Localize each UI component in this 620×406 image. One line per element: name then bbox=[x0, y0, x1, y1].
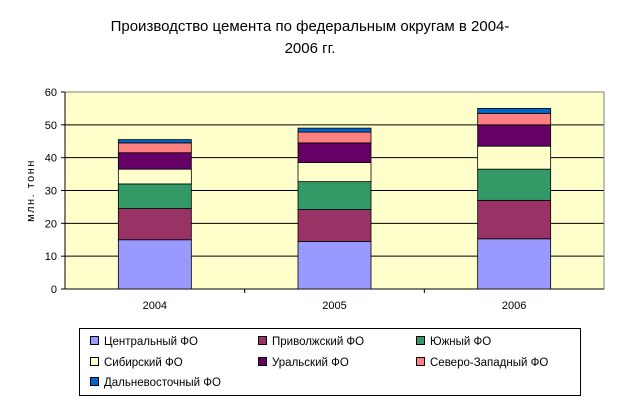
legend-label: Южный ФО bbox=[430, 336, 492, 348]
x-tick-label: 2006 bbox=[502, 300, 526, 312]
legend-label: Северо-Западный ФО bbox=[430, 357, 549, 369]
y-tick-label: 0 bbox=[51, 284, 57, 296]
y-axis-label: млн. тонн bbox=[25, 159, 37, 222]
bar-segment bbox=[297, 142, 372, 163]
legend-item: Северо-Западный ФО bbox=[416, 356, 548, 370]
plot-area: 0 10 20 30 40 50 60 млн. тонн 2004 2005 2006 bbox=[25, 87, 605, 312]
bar-chart: 0 10 20 30 40 50 60 млн. тонн 2004 2005 2006 bbox=[25, 87, 605, 312]
legend-item: Южный ФО bbox=[416, 335, 491, 349]
bar-segment bbox=[477, 124, 552, 147]
legend-swatch bbox=[90, 336, 99, 345]
bar-segment bbox=[477, 168, 552, 201]
bar-segment bbox=[117, 208, 192, 241]
legend: Центральный ФО Приволжский ФО Южный ФО Сиби… bbox=[79, 328, 581, 396]
bar-segment bbox=[477, 199, 552, 240]
legend-label: Дальневосточный ФО bbox=[104, 377, 221, 389]
bar-segment bbox=[297, 209, 372, 242]
chart-title-line-2: 2006 гг. bbox=[284, 40, 336, 57]
chart-title-line-1: Производство цемента по федеральным окру… bbox=[110, 18, 510, 35]
legend-item: Дальневосточный ФО bbox=[90, 376, 221, 390]
legend-label: Уральский ФО bbox=[272, 357, 349, 369]
legend-swatch bbox=[90, 377, 99, 386]
legend-swatch bbox=[416, 357, 425, 366]
bar-segment bbox=[117, 142, 192, 154]
bar-segment bbox=[117, 183, 192, 209]
legend-swatch bbox=[258, 357, 267, 366]
legend-swatch bbox=[258, 336, 267, 345]
y-tick-label: 40 bbox=[45, 153, 57, 165]
bar-segment bbox=[297, 181, 372, 210]
y-tick-label: 30 bbox=[45, 186, 57, 198]
legend-label: Центральный ФО bbox=[104, 336, 198, 348]
bar-segment bbox=[297, 162, 372, 183]
legend-swatch bbox=[416, 336, 425, 345]
bar-segment bbox=[477, 108, 552, 114]
bar-segment bbox=[117, 139, 192, 144]
legend-item: Приволжский ФО bbox=[258, 335, 364, 349]
x-tick-label: 2005 bbox=[322, 300, 346, 312]
bar-segment bbox=[117, 239, 192, 290]
legend-label: Сибирский ФО bbox=[104, 357, 183, 369]
bar-segment bbox=[297, 127, 372, 133]
legend-item: Центральный ФО bbox=[90, 335, 198, 349]
bar-segment bbox=[297, 240, 372, 290]
legend-label: Приволжский ФО bbox=[272, 336, 365, 348]
y-tick-label: 50 bbox=[45, 120, 57, 132]
chart-title: Производство цемента по федеральным окру… bbox=[0, 16, 620, 60]
legend-item: Сибирский ФО bbox=[90, 356, 183, 370]
bar-segment bbox=[477, 145, 552, 170]
bar-segment bbox=[297, 131, 372, 144]
y-tick-label: 10 bbox=[45, 251, 57, 263]
legend-swatch bbox=[90, 357, 99, 366]
bar-segment bbox=[477, 112, 552, 126]
bar-segment bbox=[117, 168, 192, 185]
x-tick-label: 2004 bbox=[143, 300, 167, 312]
bar-segment bbox=[117, 152, 192, 170]
legend-item: Уральский ФО bbox=[258, 356, 349, 370]
y-tick-label: 60 bbox=[45, 87, 57, 99]
bar-segment bbox=[477, 238, 552, 290]
y-tick-label: 20 bbox=[45, 218, 57, 230]
